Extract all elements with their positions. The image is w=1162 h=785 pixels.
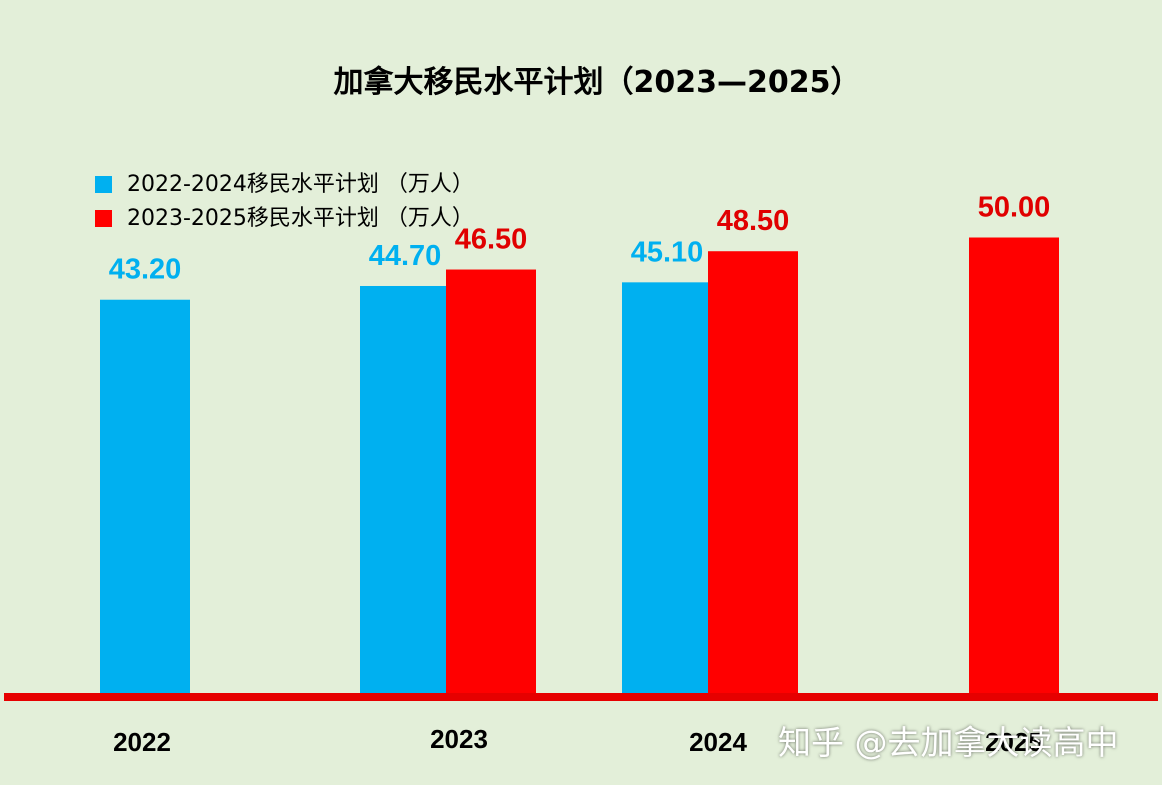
data-label-series-1-2024: 45.10 <box>631 236 704 268</box>
legend: 2022-2024移民水平计划 （万人） 2023-2025移民水平计划 （万人… <box>95 172 474 231</box>
watermark: 知乎 @去加拿大读高中 <box>778 723 1119 762</box>
legend-label-series-1: 2022-2024移民水平计划 （万人） <box>127 172 474 197</box>
x-tick-label-2025: 2025 <box>985 727 1043 757</box>
bar-series-2-2025 <box>969 237 1059 695</box>
bar-series-2-2023 <box>446 269 536 695</box>
bars-group <box>100 237 1059 695</box>
data-label-series-1-2023: 44.70 <box>369 240 442 272</box>
x-tick-label-2022: 2022 <box>113 727 171 757</box>
data-labels-group: 43.20 44.70 45.10 46.50 48.50 50.00 <box>109 192 1051 286</box>
legend-label-series-2: 2023-2025移民水平计划 （万人） <box>127 206 474 231</box>
legend-swatch-series-1 <box>95 176 112 193</box>
bar-series-1-2024 <box>622 282 712 695</box>
legend-swatch-series-2 <box>95 210 112 227</box>
chart-title: 加拿大移民水平计划（2023—2025） <box>334 65 861 100</box>
data-label-series-2-2024: 48.50 <box>717 205 790 237</box>
x-tick-label-2024: 2024 <box>689 727 747 757</box>
bar-series-1-2022 <box>100 299 190 695</box>
x-axis-line <box>4 693 1158 701</box>
data-label-series-2-2025: 50.00 <box>978 192 1051 224</box>
x-tick-labels: 2022 2023 2024 2025 <box>113 724 1043 757</box>
x-tick-label-2023: 2023 <box>430 724 488 754</box>
data-label-series-2-2023: 46.50 <box>455 224 528 256</box>
bar-series-1-2023 <box>360 285 450 695</box>
data-label-series-1-2022: 43.20 <box>109 254 182 286</box>
bar-series-2-2024 <box>708 251 798 695</box>
